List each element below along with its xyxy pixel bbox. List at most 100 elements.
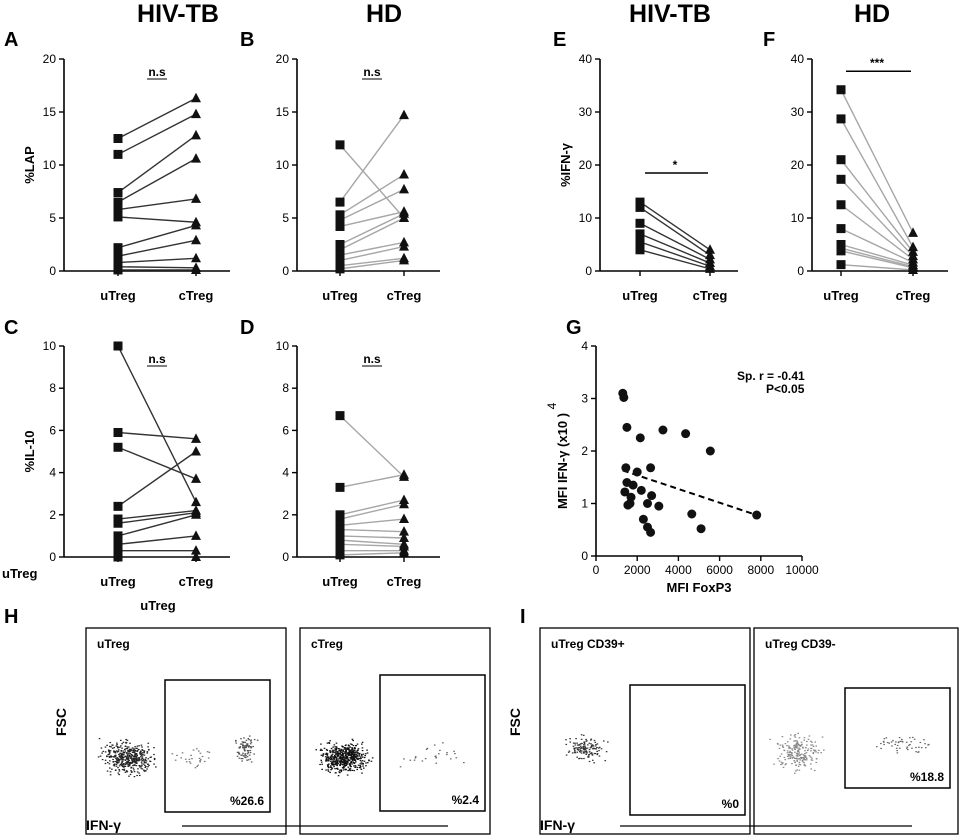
event-dot xyxy=(882,740,885,742)
event-dot xyxy=(358,754,360,756)
event-dot xyxy=(113,763,116,766)
utreg-marker-b xyxy=(335,245,345,255)
pair-line-b xyxy=(339,259,405,270)
event-dot xyxy=(353,752,355,754)
event-dot xyxy=(590,745,593,748)
event-dot xyxy=(337,754,340,756)
utreg-marker-a xyxy=(113,188,123,198)
event-dot xyxy=(582,747,584,749)
event-dot xyxy=(356,754,359,756)
event-dot xyxy=(185,761,188,763)
event-dot xyxy=(588,753,590,756)
event-dot xyxy=(336,763,338,765)
event-dot xyxy=(114,754,117,756)
event-dot xyxy=(574,747,576,749)
event-dot xyxy=(344,754,347,757)
event-dot xyxy=(344,752,346,754)
event-dot xyxy=(117,750,120,752)
utreg-marker-a xyxy=(113,243,123,253)
event-dot xyxy=(924,747,927,749)
flow-panel-h: FSC IFN-γ uTreg %26.6 cTreg %2.4 xyxy=(53,627,491,835)
event-dot xyxy=(351,757,354,760)
event-dot xyxy=(242,747,244,749)
event-dot xyxy=(328,763,330,765)
event-dot xyxy=(247,737,250,740)
event-dot xyxy=(919,741,922,744)
event-dot xyxy=(347,752,350,754)
event-dot xyxy=(146,752,149,754)
scatter-point-g xyxy=(705,446,715,456)
event-dot xyxy=(796,759,798,762)
event-dot xyxy=(348,749,351,752)
event-dot xyxy=(354,766,357,768)
event-dot xyxy=(338,748,341,750)
event-dot xyxy=(100,747,103,749)
event-dot xyxy=(896,752,899,754)
event-dot xyxy=(133,776,136,778)
event-dot xyxy=(335,756,338,758)
event-dot xyxy=(329,751,332,754)
event-dot xyxy=(335,749,338,751)
utreg-marker-a xyxy=(113,149,123,159)
event-dot xyxy=(149,756,152,759)
event-dot xyxy=(575,747,577,749)
y-tick-label-c: 10 xyxy=(43,339,57,353)
event-dot xyxy=(803,764,806,766)
event-dot xyxy=(341,762,344,764)
pair-line-c xyxy=(117,345,197,503)
event-dot xyxy=(339,758,342,760)
event-dot xyxy=(245,744,248,747)
flow-plot-title: cTreg xyxy=(311,637,343,651)
event-dot xyxy=(796,769,798,771)
event-dot xyxy=(330,747,333,750)
gate-percent-label: %26.6 xyxy=(230,794,264,808)
event-dot xyxy=(247,745,250,747)
event-dot xyxy=(340,770,343,773)
event-dot xyxy=(335,746,338,748)
ctreg-marker-e xyxy=(705,263,715,273)
event-dot xyxy=(582,745,585,748)
event-dot xyxy=(789,750,791,752)
event-dot xyxy=(783,749,786,752)
event-dot xyxy=(137,759,139,761)
event-dot xyxy=(784,759,787,761)
event-dot xyxy=(127,765,130,767)
pair-line-f xyxy=(840,118,914,248)
event-dot xyxy=(333,763,335,765)
event-dot xyxy=(115,745,118,747)
event-dot xyxy=(112,756,115,758)
event-dot xyxy=(800,741,803,743)
flow-plot-i-1: uTreg CD39+ %0 xyxy=(539,627,751,835)
event-dot xyxy=(798,755,801,757)
x-tick-label-g: 0 xyxy=(593,563,600,577)
event-dot xyxy=(585,748,587,750)
event-dot xyxy=(810,763,812,765)
event-dot xyxy=(141,757,144,759)
event-dot xyxy=(580,750,583,752)
utreg-marker-e xyxy=(635,245,645,255)
event-dot xyxy=(341,757,344,759)
event-dot xyxy=(583,748,585,750)
event-dot xyxy=(352,757,355,759)
scatter-point-g xyxy=(636,485,646,495)
event-dot xyxy=(138,758,141,760)
event-dot xyxy=(349,765,352,768)
scatter-point-g xyxy=(681,429,691,439)
event-dot xyxy=(116,742,118,744)
fsc-axis-label-h: FSC xyxy=(53,708,69,736)
event-dot xyxy=(565,739,567,741)
event-dot xyxy=(582,744,585,746)
event-dot xyxy=(121,763,124,765)
event-dot xyxy=(332,756,334,758)
event-dot xyxy=(347,769,349,772)
event-dot xyxy=(342,750,344,752)
event-dot xyxy=(138,757,140,759)
event-dot xyxy=(142,759,145,761)
event-dot xyxy=(435,757,438,759)
event-dot xyxy=(798,763,801,765)
event-dot xyxy=(600,748,603,750)
event-dot xyxy=(328,757,331,759)
event-dot xyxy=(591,754,594,756)
scatter-point-g xyxy=(628,480,638,490)
event-dot xyxy=(246,744,249,747)
